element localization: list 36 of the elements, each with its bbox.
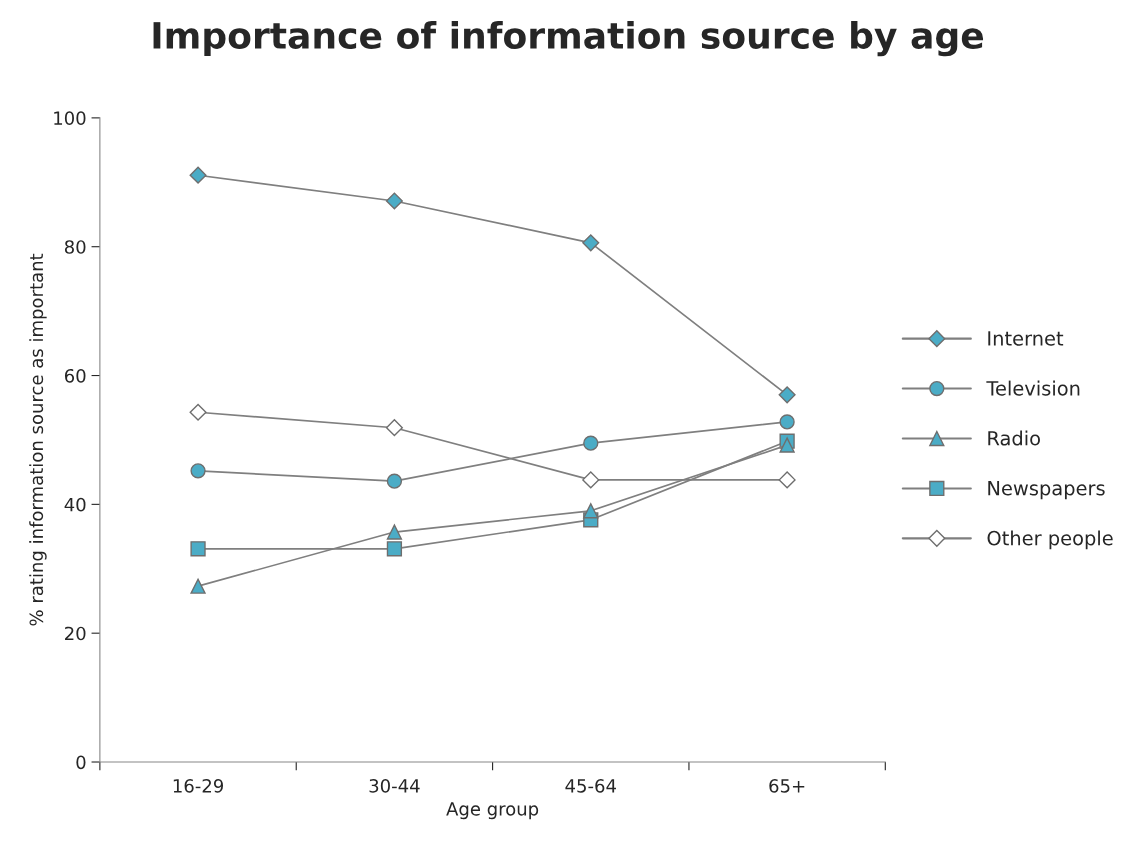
- y-tick-label: 60: [64, 368, 86, 383]
- legend-label: Television: [986, 380, 1080, 396]
- point: [385, 419, 403, 437]
- point: [386, 541, 403, 557]
- point: [582, 234, 600, 252]
- point: [189, 166, 207, 184]
- y-axis-title: % rating information source as important: [29, 253, 47, 626]
- chart-title: Importance of information source by age: [153, 21, 984, 57]
- y-tick-label: 80: [64, 240, 86, 254]
- x-tick-label: 30-44: [369, 779, 420, 793]
- y-tick-label: 100: [54, 111, 86, 125]
- point: [190, 578, 206, 594]
- legend-label: Radio: [988, 430, 1040, 446]
- y-tick-label: 20: [65, 626, 86, 641]
- point: [386, 473, 403, 489]
- point: [190, 463, 206, 479]
- point: [778, 386, 796, 404]
- point: [583, 503, 599, 519]
- x-tick-label: 16-29: [173, 779, 224, 793]
- legend-label: Other people: [987, 530, 1113, 550]
- point: [779, 437, 795, 453]
- legend-label: Newspapers: [988, 481, 1105, 500]
- point: [582, 471, 600, 489]
- y-tick-label: 40: [64, 497, 86, 512]
- x-tick-label: 45-64: [565, 779, 616, 793]
- point: [386, 524, 403, 540]
- point: [583, 435, 599, 451]
- y-tick-label: 0: [76, 755, 86, 770]
- point: [385, 192, 403, 210]
- point: [189, 403, 207, 421]
- point: [778, 471, 796, 489]
- legend-label: Internet: [988, 331, 1064, 346]
- point: [190, 541, 206, 557]
- x-axis-title: Age group: [446, 802, 539, 820]
- x-tick-label: 65+: [769, 779, 805, 793]
- point: [779, 414, 795, 430]
